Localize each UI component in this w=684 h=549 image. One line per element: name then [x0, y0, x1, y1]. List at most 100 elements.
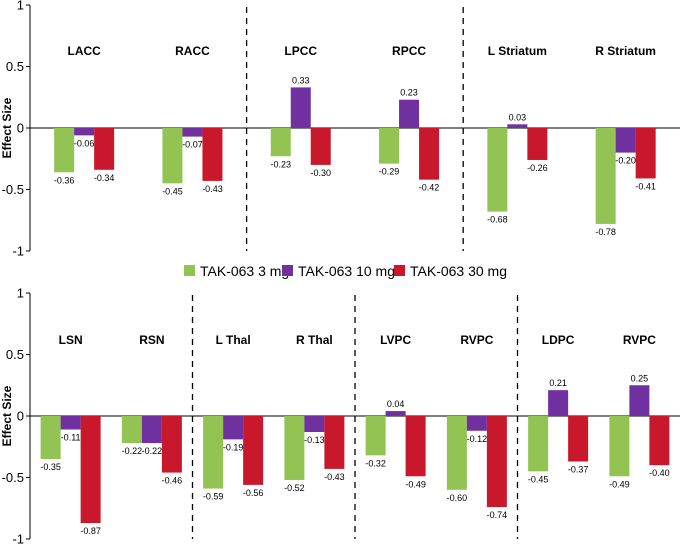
data-label-0-3-1: 0.23 — [400, 88, 418, 98]
data-label-0-3-0: -0.29 — [379, 167, 400, 177]
legend-swatch-0 — [184, 265, 195, 276]
bar-1-7-2 — [649, 416, 670, 466]
data-label-1-3-2: -0.43 — [324, 472, 345, 482]
data-label-1-6-1: 0.21 — [549, 378, 567, 388]
bar-1-4-0 — [365, 416, 386, 456]
bar-1-7-0 — [609, 416, 630, 477]
bar-1-4-1 — [385, 411, 406, 416]
bar-0-4-2 — [527, 128, 548, 160]
bar-0-4-1 — [507, 124, 528, 128]
region-label-1-5: RVPC — [460, 333, 493, 347]
y-tick-label-1-0: 1 — [17, 286, 24, 301]
bar-1-5-1 — [466, 416, 487, 431]
data-label-1-7-1: 0.25 — [631, 373, 649, 383]
bar-0-4-0 — [487, 128, 508, 212]
bar-1-6-2 — [568, 416, 589, 462]
bar-1-3-1 — [304, 416, 325, 432]
data-label-1-5-2: -0.74 — [487, 510, 508, 520]
legend-label-1: TAK-063 10 mg — [298, 263, 395, 279]
data-label-0-2-0: -0.23 — [270, 159, 291, 169]
y-tick-label-0-0: 1 — [17, 0, 24, 13]
data-label-0-1-2: -0.43 — [202, 184, 223, 194]
bar-1-6-1 — [548, 390, 569, 416]
data-label-1-2-1: -0.19 — [223, 442, 244, 452]
region-label-1-4: LVPC — [380, 333, 411, 347]
data-label-1-5-1: -0.12 — [467, 434, 488, 444]
data-label-1-0-2: -0.87 — [80, 526, 101, 536]
bar-0-1-0 — [162, 128, 183, 184]
legend-swatch-2 — [394, 265, 405, 276]
y-tick-label-0-2: 0 — [17, 121, 24, 136]
data-label-1-0-0: -0.35 — [40, 462, 61, 472]
data-label-0-1-1: -0.07 — [182, 140, 203, 150]
bar-0-3-1 — [399, 99, 420, 128]
region-label-0-3: RPCC — [392, 44, 426, 58]
y-tick-label-0-4: -1 — [12, 244, 24, 259]
bar-1-5-0 — [446, 416, 467, 490]
region-label-1-0: LSN — [59, 333, 83, 347]
bar-0-1-1 — [182, 128, 203, 137]
data-label-0-4-0: -0.68 — [487, 215, 508, 225]
legend-label-0: TAK-063 3 mg — [200, 263, 289, 279]
data-label-0-2-2: -0.30 — [310, 168, 331, 178]
legend-swatch-1 — [282, 265, 293, 276]
region-label-0-0: LACC — [67, 44, 101, 58]
data-label-1-4-2: -0.49 — [405, 479, 426, 489]
bar-1-0-2 — [80, 416, 101, 524]
data-label-1-4-1: 0.04 — [387, 399, 405, 409]
bar-0-0-0 — [54, 128, 75, 173]
data-label-1-4-0: -0.32 — [365, 458, 386, 468]
region-label-1-7: RVPC — [623, 333, 656, 347]
bar-0-3-0 — [379, 128, 400, 164]
data-label-0-4-2: -0.26 — [527, 163, 548, 173]
data-label-1-7-2: -0.40 — [649, 468, 670, 478]
y-tick-label-0-3: -0.5 — [2, 182, 24, 197]
data-label-1-1-1: -0.22 — [142, 446, 163, 456]
data-label-1-3-0: -0.52 — [284, 483, 305, 493]
bar-0-5-2 — [635, 128, 656, 179]
bar-1-3-0 — [284, 416, 305, 480]
bar-1-2-0 — [203, 416, 224, 489]
data-label-0-3-2: -0.42 — [419, 183, 440, 193]
bar-0-2-2 — [310, 128, 331, 165]
data-label-0-2-1: 0.33 — [292, 75, 310, 85]
bar-1-2-1 — [223, 416, 244, 440]
data-label-1-2-0: -0.59 — [203, 492, 224, 502]
y-tick-label-1-1: 0.5 — [6, 347, 24, 362]
y-tick-label-0-1: 0.5 — [6, 59, 24, 74]
data-label-1-6-0: -0.45 — [528, 474, 549, 484]
bar-0-1-2 — [202, 128, 223, 181]
bar-1-2-2 — [243, 416, 264, 485]
bar-0-2-1 — [290, 87, 311, 128]
bar-0-2-0 — [270, 128, 291, 157]
region-label-1-2: L Thal — [216, 333, 251, 347]
region-label-1-1: RSN — [139, 333, 164, 347]
data-label-0-5-1: -0.20 — [615, 156, 636, 166]
data-label-0-1-0: -0.45 — [162, 186, 183, 196]
data-label-1-3-1: -0.13 — [304, 435, 325, 445]
data-label-0-0-1: -0.06 — [74, 138, 95, 148]
bar-1-1-1 — [141, 416, 162, 444]
data-label-1-6-2: -0.37 — [568, 465, 589, 475]
data-label-1-1-0: -0.22 — [122, 446, 143, 456]
region-label-0-1: RACC — [175, 44, 210, 58]
y-tick-label-1-4: -1 — [12, 532, 24, 545]
y-tick-label-1-2: 0 — [17, 409, 24, 424]
data-label-1-1-2: -0.46 — [162, 476, 183, 486]
bar-1-1-0 — [121, 416, 142, 444]
bar-0-0-1 — [74, 128, 95, 136]
bar-1-0-1 — [60, 416, 81, 430]
region-label-1-3: R Thal — [296, 333, 333, 347]
region-label-0-4: L Striatum — [488, 44, 547, 58]
data-label-1-5-0: -0.60 — [447, 493, 468, 503]
region-label-0-2: LPCC — [284, 44, 317, 58]
bar-1-0-0 — [40, 416, 61, 460]
y-axis-label-1: Effect Size — [0, 385, 14, 446]
data-label-1-7-0: -0.49 — [609, 479, 630, 489]
bar-1-7-1 — [629, 385, 650, 416]
region-label-0-5: R Striatum — [595, 44, 656, 58]
data-label-0-0-2: -0.34 — [94, 173, 115, 183]
bar-0-0-2 — [94, 128, 115, 170]
